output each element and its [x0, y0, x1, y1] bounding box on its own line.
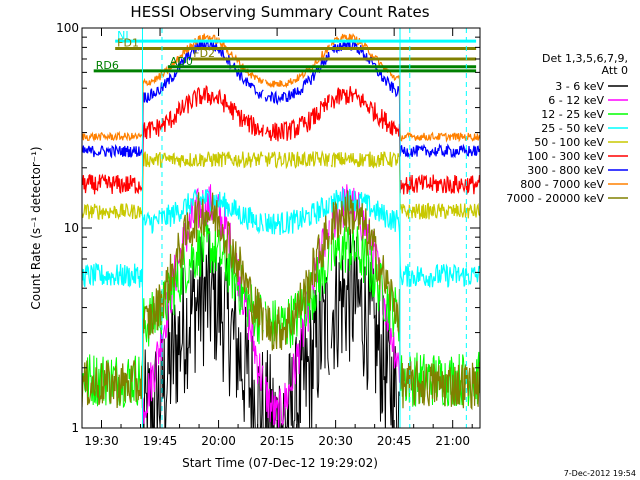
- legend-label-8: 7000 - 20000 keV: [506, 192, 604, 205]
- x-tick-label-2045: 20:45: [377, 434, 412, 448]
- legend-label-1: 6 - 12 keV: [548, 94, 604, 107]
- y-axis-label: Count Rate (s⁻¹ detector⁻¹): [29, 146, 43, 309]
- series-layer: [82, 33, 480, 428]
- x-axis: 19:30 19:45 20:00 20:15 20:30 20:45 21:00: [84, 28, 473, 448]
- chart-title: HESSI Observing Summary Count Rates: [130, 3, 429, 21]
- y-tick-label-1: 1: [71, 421, 79, 435]
- flag-label-ad0: AD0: [170, 55, 193, 68]
- legend-header-1: Att 0: [602, 64, 628, 77]
- legend-label-6: 300 - 800 keV: [527, 164, 604, 177]
- x-tick-label-2100: 21:00: [435, 434, 470, 448]
- marker-layer: [141, 28, 467, 428]
- legend-label-7: 800 - 7000 keV: [520, 178, 604, 191]
- flag-label-fd2: FD2: [193, 47, 215, 60]
- x-tick-label-1930: 19:30: [84, 434, 119, 448]
- y-axis: 1 10 100: [56, 21, 480, 435]
- x-tick-label-1945: 19:45: [143, 434, 178, 448]
- series-line-50-100-kev: [82, 149, 480, 221]
- series-line-25-50-kev: [82, 188, 480, 288]
- y-tick-label-10: 10: [64, 221, 79, 235]
- legend-label-2: 12 - 25 keV: [541, 108, 604, 121]
- legend-label-3: 25 - 50 keV: [541, 122, 604, 135]
- x-tick-label-2000: 20:00: [201, 434, 236, 448]
- legend-header-0: Det 1,3,5,6,7,9,: [542, 52, 628, 65]
- series-line-7000-20000-kev: [82, 190, 480, 411]
- flag-label-rd6: RD6: [96, 59, 119, 72]
- y-tick-label-100: 100: [56, 21, 79, 35]
- x-tick-label-2015: 20:15: [260, 434, 295, 448]
- x-axis-label: Start Time (07-Dec-12 19:29:02): [182, 456, 378, 470]
- series-line-100-300-kev: [82, 84, 480, 195]
- flag-label-ni: NI: [117, 29, 128, 42]
- series-line-800-7000-kev: [82, 33, 480, 143]
- flag-label-fd1: FD1: [117, 36, 139, 49]
- legend-label-4: 50 - 100 keV: [534, 136, 604, 149]
- legend-label-5: 100 - 300 keV: [527, 150, 604, 163]
- footer-stamp: 7-Dec-2012 19:54: [564, 469, 636, 478]
- legend-label-0: 3 - 6 keV: [555, 80, 604, 93]
- x-tick-label-2030: 20:30: [318, 434, 353, 448]
